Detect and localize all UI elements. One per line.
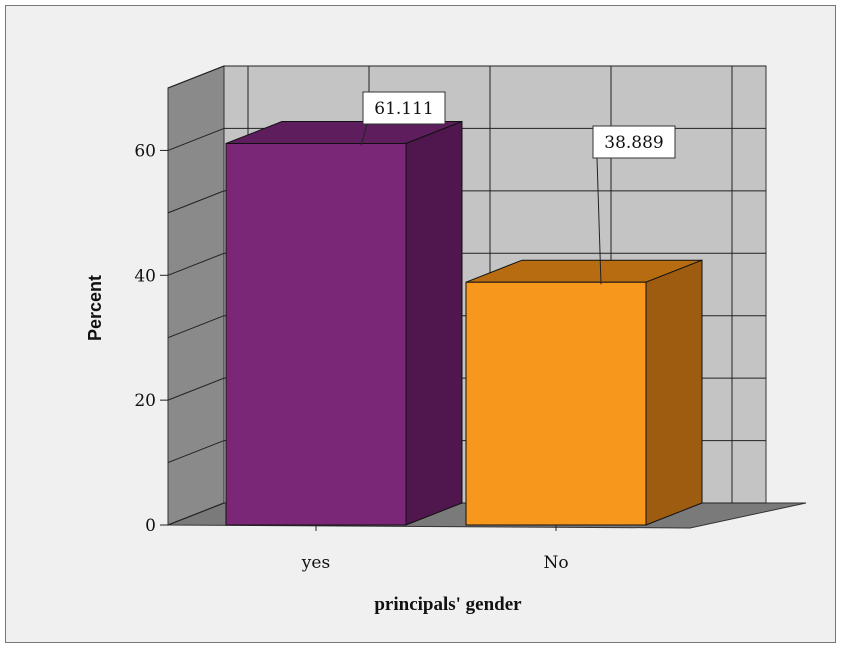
- bar-No: [465, 259, 703, 526]
- y-tick-label: 20: [134, 391, 156, 411]
- bar-front: [225, 142, 407, 526]
- data-label-leader: [360, 123, 368, 146]
- side-gridline: [167, 65, 225, 89]
- side-gridline: [167, 190, 225, 214]
- x-axis-label: principals' gender: [374, 594, 522, 615]
- chart-bars: [225, 120, 703, 526]
- y-tick-label: 40: [134, 266, 156, 286]
- y-tick-label: 0: [145, 516, 156, 536]
- y-tick-label: 60: [134, 141, 156, 161]
- chart-data-labels: 61.111 38.889: [360, 91, 676, 285]
- data-label-leader: [596, 157, 602, 285]
- bar-yes: [225, 120, 463, 526]
- y-axis-label: Percent: [85, 275, 105, 341]
- side-wall: [167, 65, 225, 526]
- data-label-box: [592, 125, 676, 159]
- data-label: 38.889: [604, 133, 663, 153]
- side-gridline: [167, 377, 225, 401]
- side-gridline: [167, 315, 225, 339]
- side-gridline: [167, 252, 225, 276]
- side-gridline: [167, 502, 225, 526]
- bar-front: [465, 281, 647, 526]
- chart-axes: yes No 0 20 40 60: [134, 141, 568, 573]
- bar-side: [405, 120, 463, 526]
- x-tick-label: yes: [301, 553, 330, 573]
- bar-side: [645, 259, 703, 526]
- side-gridline: [167, 440, 225, 464]
- x-tick-label: No: [543, 553, 568, 573]
- data-label-box: [362, 91, 446, 125]
- side-gridline: [167, 127, 225, 151]
- data-label: 61.111: [374, 99, 433, 119]
